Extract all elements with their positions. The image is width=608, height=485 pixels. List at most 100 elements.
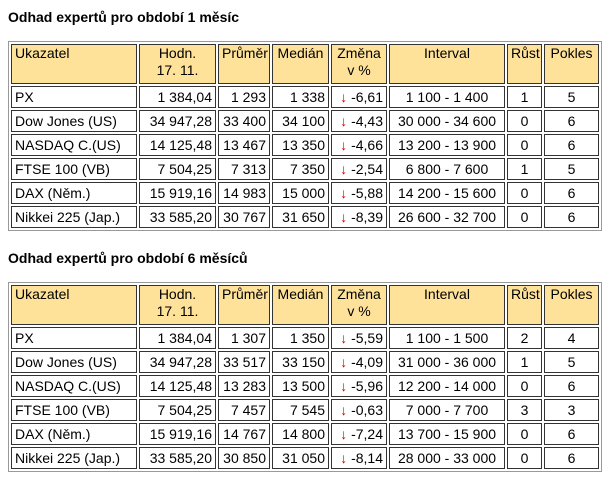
cell: 6: [544, 206, 599, 228]
down-arrow: ↓: [340, 401, 348, 418]
cell: 3: [507, 399, 542, 421]
cell: 1 350: [272, 327, 329, 349]
cell: NASDAQ C.(US): [11, 134, 137, 156]
cell: 0: [507, 375, 542, 397]
cell: 6 800 - 7 600: [389, 158, 505, 180]
cell: 0: [507, 423, 542, 445]
cell: 14 125,48: [139, 134, 216, 156]
table-row: PX 1 384,04 1 293 1 338 ↓ -6,61 1 100 - 1 400…: [11, 86, 599, 108]
cell: 30 850: [218, 447, 270, 469]
table-row: DAX (Něm.) 15 919,16 14 767 14 800 ↓ -7,24 13…: [11, 423, 599, 445]
cell: 0: [507, 206, 542, 228]
cell: 15 919,16: [139, 182, 216, 204]
change-value: -5,88: [351, 184, 383, 201]
change-value: -8,14: [351, 449, 383, 466]
cell: DAX (Něm.): [11, 423, 137, 445]
cell: PX: [11, 327, 137, 349]
cell: ↓ -4,09: [331, 351, 387, 373]
cell: ↓ -0,63: [331, 399, 387, 421]
cell: FTSE 100 (VB): [11, 399, 137, 421]
cell: 33 585,20: [139, 447, 216, 469]
cell: 6: [544, 375, 599, 397]
cell: 7 000 - 7 700: [389, 399, 505, 421]
table-row: Dow Jones (US) 34 947,28 33 400 34 100 ↓ -4,…: [11, 110, 599, 132]
cell: ↓ -5,88: [331, 182, 387, 204]
change-value: -4,09: [351, 353, 383, 370]
cell: ↓ -2,54: [331, 158, 387, 180]
cell: 31 650: [272, 206, 329, 228]
cell: 1: [507, 351, 542, 373]
change-value: -8,39: [351, 208, 383, 225]
down-arrow: ↓: [340, 160, 348, 177]
header-cell: Hodn. 17. 11.: [139, 285, 216, 325]
cell: Nikkei 225 (Jap.): [11, 206, 137, 228]
header-cell: Růst: [507, 44, 542, 84]
cell: 7 350: [272, 158, 329, 180]
cell: ↓ -4,43: [331, 110, 387, 132]
change-value: -5,59: [351, 329, 383, 346]
cell: Nikkei 225 (Jap.): [11, 447, 137, 469]
down-arrow: ↓: [340, 449, 348, 466]
cell: NASDAQ C.(US): [11, 375, 137, 397]
header-cell: Ukazatel: [11, 44, 137, 84]
cell: 28 000 - 33 000: [389, 447, 505, 469]
cell: DAX (Něm.): [11, 182, 137, 204]
down-arrow: ↓: [340, 136, 348, 153]
table-row: Nikkei 225 (Jap.) 33 585,20 30 767 31 650 ↓ …: [11, 206, 599, 228]
cell: 13 467: [218, 134, 270, 156]
header-cell: Průměr: [218, 44, 270, 84]
header-cell: Změna v %: [331, 285, 387, 325]
cell: 1 293: [218, 86, 270, 108]
cell: 34 947,28: [139, 110, 216, 132]
cell: 1 384,04: [139, 86, 216, 108]
header-cell: Ukazatel: [11, 285, 137, 325]
cell: 7 313: [218, 158, 270, 180]
data-table: Ukazatel Hodn. 17. 11. Průměr Medián Změna v…: [8, 41, 602, 231]
cell: 4: [544, 327, 599, 349]
cell: 1 100 - 1 400: [389, 86, 505, 108]
cell: 34 947,28: [139, 351, 216, 373]
cell: ↓ -5,59: [331, 327, 387, 349]
down-arrow: ↓: [340, 329, 348, 346]
down-arrow: ↓: [340, 184, 348, 201]
table-row: FTSE 100 (VB) 7 504,25 7 457 7 545 ↓ -0,63 7 …: [11, 399, 599, 421]
cell: Dow Jones (US): [11, 351, 137, 373]
cell: 6: [544, 423, 599, 445]
section-title: Odhad expertů pro období 6 měsíců: [8, 250, 248, 266]
down-arrow: ↓: [340, 425, 348, 442]
table-row: DAX (Něm.) 15 919,16 14 983 15 000 ↓ -5,88 14…: [11, 182, 599, 204]
cell: Dow Jones (US): [11, 110, 137, 132]
cell: 1 100 - 1 500: [389, 327, 505, 349]
cell: PX: [11, 86, 137, 108]
cell: FTSE 100 (VB): [11, 158, 137, 180]
header-row: Ukazatel Hodn. 17. 11. Průměr Medián Změna v…: [11, 285, 599, 325]
cell: 0: [507, 134, 542, 156]
cell: 31 000 - 36 000: [389, 351, 505, 373]
table-row: Dow Jones (US) 34 947,28 33 517 33 150 ↓ -4,…: [11, 351, 599, 373]
header-cell: Hodn. 17. 11.: [139, 44, 216, 84]
cell: 6: [544, 110, 599, 132]
cell: 1: [507, 86, 542, 108]
table-row: NASDAQ C.(US) 14 125,48 13 467 13 350 ↓ -4,6…: [11, 134, 599, 156]
cell: 6: [544, 134, 599, 156]
cell: 0: [507, 182, 542, 204]
cell: 5: [544, 351, 599, 373]
cell: 14 125,48: [139, 375, 216, 397]
table-row: FTSE 100 (VB) 7 504,25 7 313 7 350 ↓ -2,54 6 …: [11, 158, 599, 180]
cell: 7 504,25: [139, 158, 216, 180]
header-cell: Změna v %: [331, 44, 387, 84]
cell: 33 150: [272, 351, 329, 373]
cell: 34 100: [272, 110, 329, 132]
change-value: -2,54: [351, 160, 383, 177]
cell: 3: [544, 399, 599, 421]
cell: 14 767: [218, 423, 270, 445]
change-value: -4,43: [351, 112, 383, 129]
cell: 1: [507, 158, 542, 180]
cell: 7 504,25: [139, 399, 216, 421]
cell: 15 000: [272, 182, 329, 204]
cell: ↓ -7,24: [331, 423, 387, 445]
cell: 33 400: [218, 110, 270, 132]
section-title: Odhad expertů pro období 1 měsíc: [8, 9, 240, 25]
cell: 2: [507, 327, 542, 349]
